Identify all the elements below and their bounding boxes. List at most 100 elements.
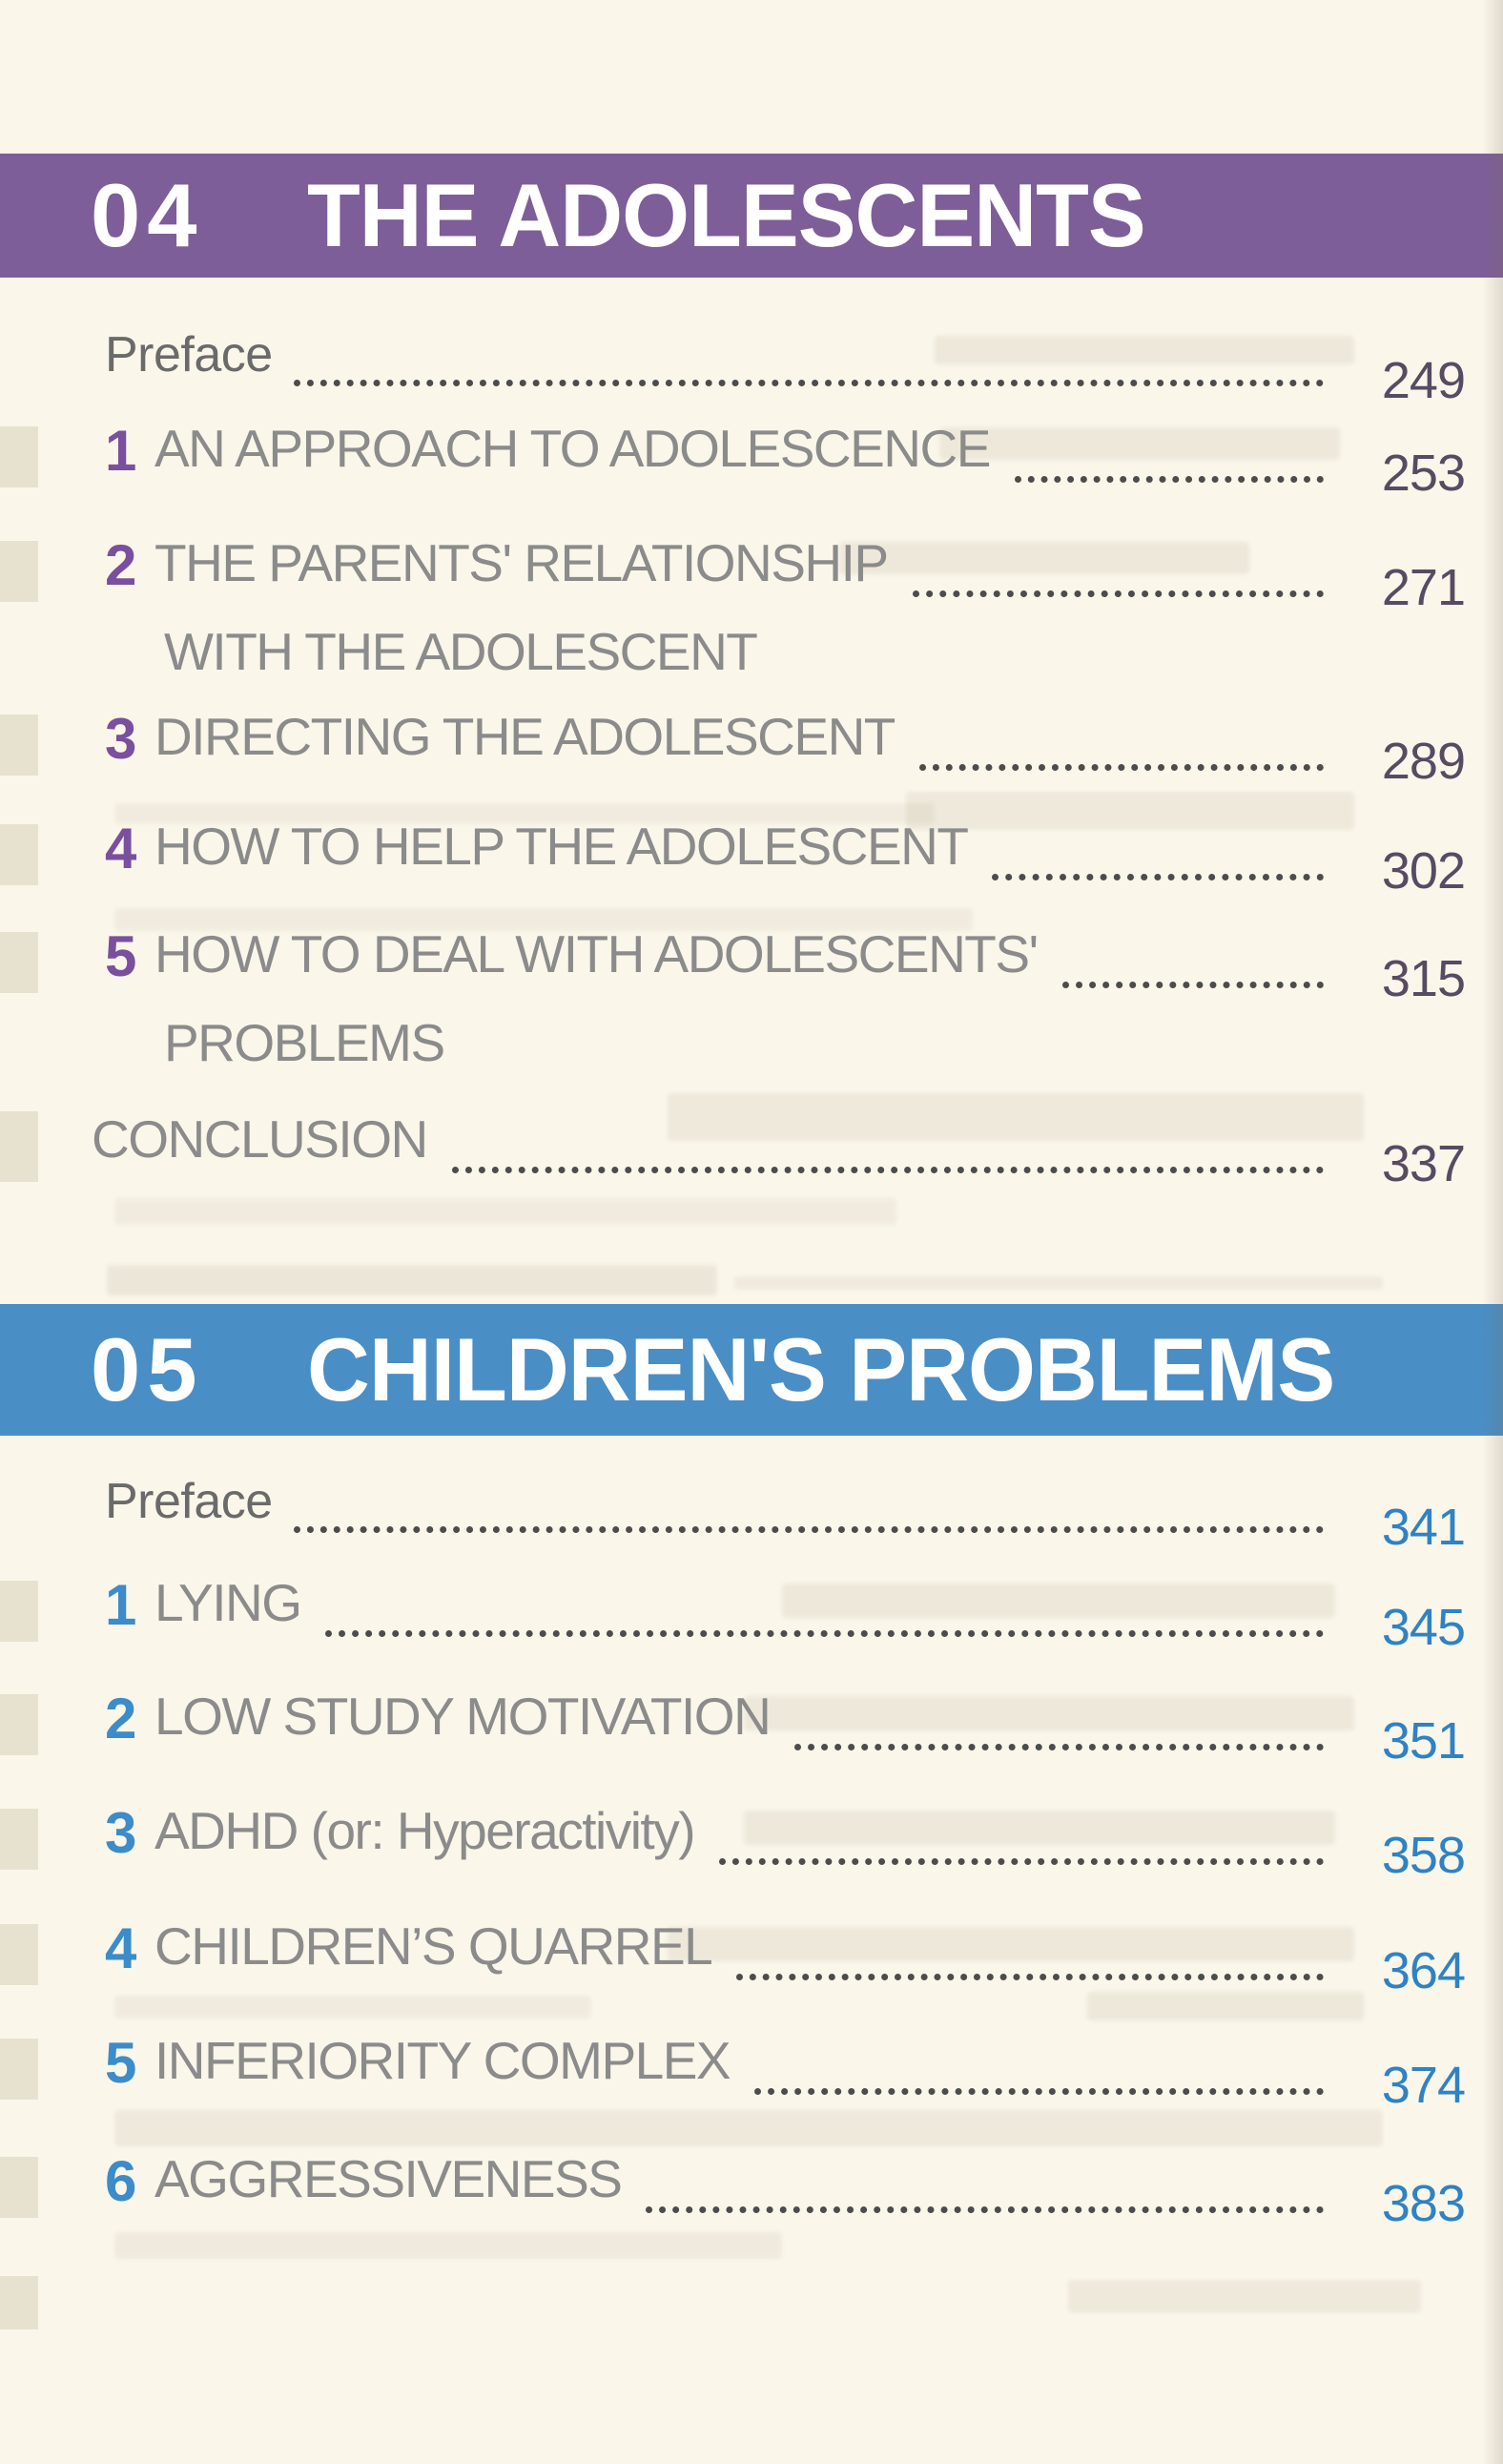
item-number: 4 [105, 1916, 136, 1980]
preface-label: Preface [105, 327, 273, 383]
item-title-line2: WITH THE ADOLESCENT [164, 622, 758, 681]
margin-square [0, 1111, 38, 1182]
item-title: LOW STUDY MOTIVATION [154, 1687, 772, 1746]
bleed-through-artifact [939, 427, 1340, 460]
bleed-through-artifact [114, 1996, 591, 2019]
dotted-leader [451, 1113, 1324, 1173]
item-title: HOW TO DEAL WITH ADOLESCENTS' [154, 924, 1039, 984]
toc-row: 1 AN APPROACH TO ADOLESCENCE 253 [105, 419, 1466, 502]
margin-square [0, 1924, 38, 1985]
toc-row-preface: Preface 249 [105, 327, 1466, 409]
preface-label: Preface [105, 1474, 273, 1529]
dotted-leader [646, 2153, 1324, 2213]
dotted-leader [1061, 928, 1324, 988]
bleed-through-artifact [114, 803, 935, 824]
page-edge-shading [1482, 0, 1503, 2464]
bleed-through-artifact [114, 2232, 782, 2259]
page-number: 345 [1381, 1599, 1466, 1656]
chapter-number: 04 [91, 165, 204, 265]
margin-square [0, 2157, 38, 2218]
dotted-leader [293, 330, 1324, 386]
item-number: 3 [105, 1801, 136, 1865]
item-title: LYING [154, 1573, 302, 1632]
page-number: 341 [1381, 1499, 1466, 1556]
toc-row: 4 HOW TO HELP THE ADOLESCENT 302 [105, 817, 1466, 900]
item-title: DIRECTING THE ADOLESCENT [154, 707, 896, 766]
page-number: 315 [1381, 950, 1466, 1007]
bleed-through-artifact [114, 1198, 896, 1225]
chapter-04-banner: 04 THE ADOLESCENTS [0, 154, 1503, 278]
toc-row: 3 ADHD (or: Hyperactivity) 358 [105, 1801, 1466, 1884]
dotted-leader [325, 1577, 1324, 1637]
dotted-leader [918, 711, 1324, 771]
bleed-through-artifact [1068, 2280, 1421, 2312]
item-number: 3 [105, 707, 136, 771]
chapter-number: 05 [91, 1319, 204, 1419]
item-number: 5 [105, 2031, 136, 2095]
dotted-leader [754, 2035, 1324, 2095]
margin-square [0, 1581, 38, 1642]
toc-row: 6 AGGRESSIVENESS 383 [105, 2149, 1466, 2232]
item-number: 2 [105, 533, 136, 597]
page-number: 271 [1381, 559, 1466, 616]
item-title-line2: PROBLEMS [164, 1013, 445, 1072]
item-number: 2 [105, 1687, 136, 1750]
page-number: 253 [1381, 445, 1466, 502]
item-number: 4 [105, 817, 136, 880]
page-number: 302 [1381, 842, 1466, 900]
page-number: 249 [1381, 352, 1466, 409]
toc-row: 4 CHILDREN’S QUARREL 364 [105, 1916, 1466, 1999]
bleed-through-artifact [744, 1696, 1354, 1730]
item-title: THE PARENTS' RELATIONSHIP [154, 533, 889, 592]
margin-square [0, 824, 38, 885]
dotted-leader [794, 1690, 1324, 1750]
toc-row: 3 DIRECTING THE ADOLESCENT 289 [105, 707, 1466, 790]
dotted-leader [736, 1920, 1324, 1980]
page-number: 289 [1381, 733, 1466, 790]
item-title: INFERIORITY COMPLEX [154, 2031, 731, 2090]
toc-row: 5 HOW TO DEAL WITH ADOLESCENTS' 315 PROB… [105, 924, 1466, 1072]
margin-square [0, 541, 38, 602]
bleed-through-artifact [114, 2110, 1383, 2146]
item-number: 5 [105, 924, 136, 988]
toc-row: 1 LYING 345 [105, 1573, 1466, 1656]
toc-row-preface: Preface 341 [105, 1474, 1466, 1556]
toc-row: 2 LOW STUDY MOTIVATION 351 [105, 1687, 1466, 1770]
item-title: ADHD (or: Hyperactivity) [154, 1801, 696, 1860]
margin-square [0, 2039, 38, 2100]
page-number: 374 [1381, 2057, 1466, 2114]
toc-row: 2 THE PARENTS' RELATIONSHIP 271 WITH THE… [105, 533, 1466, 681]
margin-square [0, 1694, 38, 1755]
margin-square [0, 932, 38, 993]
margin-square [0, 1809, 38, 1870]
bleed-through-artifact [935, 336, 1354, 364]
dotted-leader [719, 1805, 1324, 1865]
margin-square [0, 714, 38, 776]
item-title: AN APPROACH TO ADOLESCENCE [154, 419, 991, 478]
bleed-through-artifact [906, 792, 1354, 830]
page-number: 337 [1381, 1135, 1466, 1192]
bleed-through-artifact [782, 1584, 1335, 1618]
margin-square [0, 426, 38, 487]
item-title: CONCLUSION [92, 1109, 428, 1169]
dotted-leader [293, 1477, 1324, 1533]
item-number: 1 [105, 1573, 136, 1637]
item-title: HOW TO HELP THE ADOLESCENT [154, 817, 969, 876]
toc-row-conclusion: CONCLUSION 337 [92, 1109, 1466, 1192]
bleed-through-artifact [668, 1927, 1354, 1961]
bleed-through-artifact [668, 1093, 1364, 1141]
item-title: AGGRESSIVENESS [154, 2149, 623, 2208]
page-number: 351 [1381, 1712, 1466, 1770]
item-title: CHILDREN’S QUARREL [154, 1916, 713, 1976]
page-number: 358 [1381, 1827, 1466, 1884]
margin-square [0, 2276, 38, 2329]
item-number: 1 [105, 419, 136, 483]
chapter-title: THE ADOLESCENTS [306, 165, 1146, 265]
chapter-05-banner: 05 CHILDREN'S PROBLEMS [0, 1304, 1503, 1436]
item-number: 6 [105, 2149, 136, 2213]
bleed-through-artifact [1087, 1992, 1364, 2020]
page-number: 364 [1381, 1942, 1466, 1999]
bleed-through-artifact [114, 908, 973, 931]
page-number: 383 [1381, 2175, 1466, 2232]
